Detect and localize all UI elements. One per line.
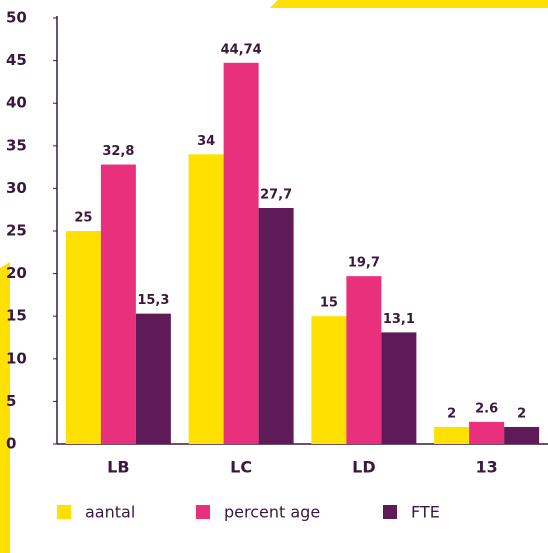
bar [65,231,101,444]
data-label: 15,3 [137,293,169,308]
bar [346,276,382,444]
bar [188,154,224,444]
y-tick-label: 10 [6,349,27,367]
data-label: 13,1 [383,312,415,327]
y-tick-label: 45 [6,51,27,69]
y-tick-label: 15 [6,307,27,325]
data-label: 15 [320,296,338,311]
y-tick-label: 35 [6,136,27,154]
data-label: 2.6 [475,401,498,416]
bar [381,332,417,444]
legend-label: percent age [224,503,320,522]
bar [258,207,294,444]
decor-stripe [0,262,10,553]
bar [135,313,171,444]
y-tick-label: 50 [6,9,27,27]
legend-swatch [383,505,397,519]
bar [504,426,540,444]
bar [434,426,470,444]
data-label: 32,8 [102,144,134,159]
data-label: 44,74 [221,42,262,57]
bar [100,164,136,444]
data-label: 19,7 [348,256,380,271]
x-tick-label: LD [352,458,375,477]
y-tick-label: 0 [6,435,16,453]
bar [311,316,347,444]
y-tick-label: 25 [6,222,27,240]
legend-swatch [196,505,210,519]
y-tick-label: 5 [6,392,16,410]
data-label: 2 [517,406,526,421]
legend-label: aantal [85,503,135,522]
data-label: 2 [447,406,456,421]
legend-label: FTE [411,503,440,522]
y-tick-label: 20 [6,264,27,282]
x-tick-label: LC [230,458,252,477]
y-tick-label: 40 [6,94,27,112]
data-label: 27,7 [260,187,292,202]
legend-swatch [57,505,71,519]
y-tick-label: 30 [6,179,27,197]
x-tick-label: LB [107,458,129,477]
data-label: 34 [197,134,215,149]
x-tick-label: 13 [475,458,497,477]
bar [469,421,505,444]
decor-stripe [270,0,548,8]
bar [223,62,259,445]
data-label: 25 [74,211,92,226]
